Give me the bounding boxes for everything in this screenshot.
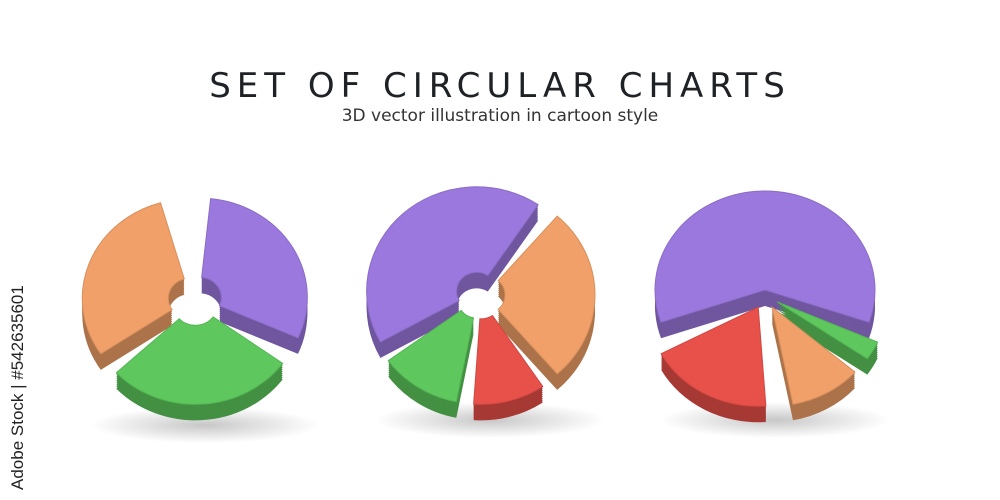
chart-3-slice-orange [771, 305, 856, 405]
chart-shadow [660, 402, 890, 438]
chart-2-slice-red [473, 314, 544, 405]
chart-1-slice-orange [81, 202, 185, 355]
chart-3-slice-purple [654, 190, 876, 323]
chart-1-slice-green [115, 316, 284, 405]
chart-3-slice-red [660, 306, 767, 407]
chart-shadow [90, 407, 320, 443]
chart-2-slice-purple [366, 186, 539, 343]
page-title: SET OF CIRCULAR CHARTS [209, 66, 791, 106]
chart-2-slice-green [387, 309, 475, 403]
chart-3-slice-green [776, 301, 879, 360]
page-subtitle: 3D vector illustration in cartoon style [341, 106, 659, 126]
chart-1-slice-purple [201, 198, 308, 339]
chart-2-slice-orange [497, 215, 596, 375]
